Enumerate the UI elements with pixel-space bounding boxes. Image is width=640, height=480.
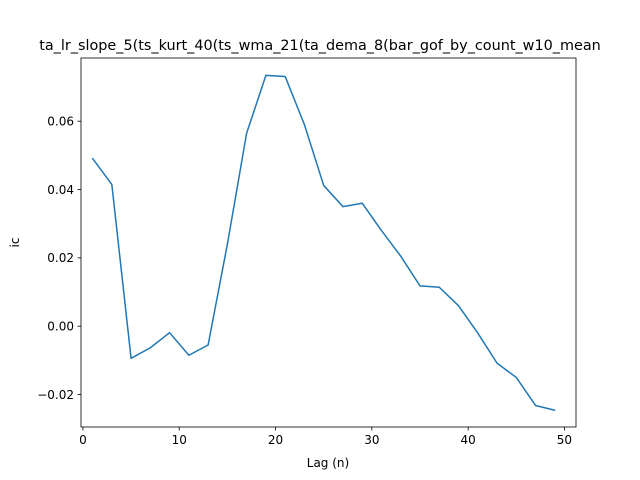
data-point <box>226 243 228 245</box>
x-tick-label: 10 <box>172 433 187 447</box>
data-point <box>130 357 132 359</box>
data-point <box>380 229 383 232</box>
data-point <box>419 285 421 287</box>
chart-title: ta_lr_slope_5(ts_kurt_40(ts_wma_21(ta_de… <box>39 38 601 54</box>
x-tick-label: 50 <box>557 433 572 447</box>
data-point <box>188 354 190 356</box>
data-point <box>149 347 151 349</box>
data-point <box>323 184 325 187</box>
y-tick-label: 0.06 <box>47 115 74 129</box>
series-layer <box>91 74 556 411</box>
x-tick-label: 20 <box>268 433 283 447</box>
data-point <box>303 124 306 126</box>
x-tick-label: 40 <box>460 433 475 447</box>
data-point <box>361 202 363 204</box>
x-axis-label: Lag (n) <box>307 456 349 470</box>
y-tick-label: 0.04 <box>47 183 74 197</box>
data-point <box>207 344 209 346</box>
y-tick-label: −0.02 <box>37 388 74 402</box>
data-point <box>554 409 556 411</box>
x-tick-label: 30 <box>364 433 379 447</box>
y-tick-label: 0.02 <box>47 251 74 265</box>
data-point <box>496 362 498 364</box>
plot-frame <box>80 57 577 428</box>
data-point <box>265 74 267 77</box>
data-point <box>284 75 286 78</box>
x-tick-label: 0 <box>79 433 87 447</box>
data-point <box>400 255 402 257</box>
y-axis-label: ic <box>8 238 22 248</box>
data-point <box>515 376 517 379</box>
data-point <box>246 132 248 134</box>
data-point <box>457 305 460 307</box>
data-point <box>477 332 479 334</box>
data-point <box>91 157 94 160</box>
data-point <box>342 206 344 208</box>
data-point <box>438 286 440 288</box>
data-point <box>111 183 113 186</box>
y-tick-label: 0.00 <box>47 320 74 334</box>
ticks-layer: 0 10 20 30 40 50 −0.02 0.00 0.02 0.04 0.06 <box>37 115 572 447</box>
data-point <box>534 404 537 407</box>
data-point <box>168 332 171 334</box>
